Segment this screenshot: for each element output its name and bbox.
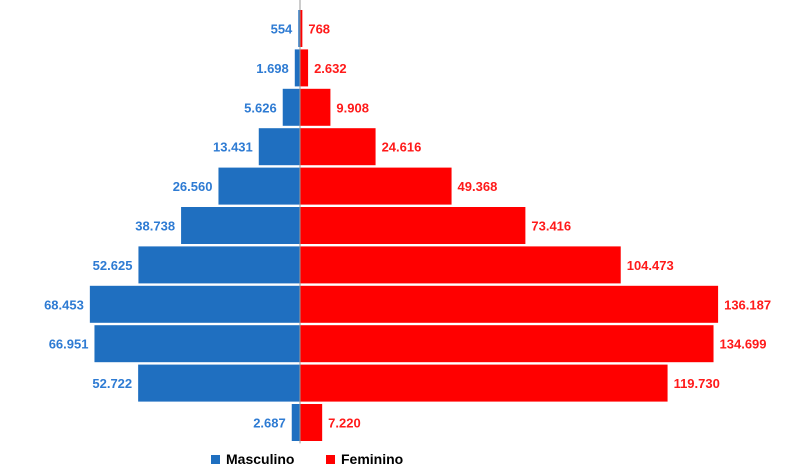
feminino-labels: 768 2.632 9.908 24.616 49.368 73.416 104.473 13… — [308, 22, 771, 431]
data-label-masculino: 26.560 — [173, 179, 213, 194]
data-label-masculino: 1.698 — [256, 61, 289, 76]
bar-feminino — [300, 246, 621, 284]
data-label-feminino: 136.187 — [724, 297, 771, 312]
data-label-feminino: 119.730 — [674, 376, 720, 391]
bar-feminino — [300, 10, 303, 47]
legend-swatch-feminino — [326, 454, 335, 464]
bar-feminino — [300, 207, 526, 244]
data-label-masculino: 68.453 — [44, 297, 84, 312]
bar-masculino — [138, 364, 300, 402]
feminino-bars — [300, 10, 719, 441]
data-label-feminino: 73.416 — [531, 219, 571, 234]
legend-label-feminino: Feminino — [341, 451, 404, 467]
bar-masculino — [181, 207, 300, 244]
data-label-feminino: 768 — [308, 22, 330, 37]
data-label-masculino: 2.687 — [253, 416, 286, 431]
legend-label-masculino: Masculino — [226, 451, 295, 467]
bar-masculino — [89, 285, 300, 323]
data-label-feminino: 24.616 — [382, 140, 422, 155]
data-label-masculino: 66.951 — [49, 337, 89, 352]
data-label-feminino: 49.368 — [458, 179, 498, 194]
masculino-bars — [89, 10, 301, 441]
bar-feminino — [300, 167, 452, 205]
population-pyramid-chart: 554 1.698 5.626 13.431 26.560 38.738 52.625 68.… — [44, 0, 771, 444]
data-label-feminino: 134.699 — [720, 337, 767, 352]
bar-masculino — [138, 246, 300, 284]
bar-masculino — [291, 404, 300, 441]
data-label-masculino: 5.626 — [244, 100, 277, 115]
bar-feminino — [300, 88, 331, 126]
data-label-feminino: 2.632 — [314, 61, 347, 76]
bar-feminino — [300, 404, 323, 441]
bar-feminino — [300, 49, 309, 87]
bar-feminino — [300, 285, 719, 323]
data-label-masculino: 38.738 — [135, 219, 175, 234]
bar-feminino — [300, 128, 376, 166]
chart-legend: Masculino Feminino — [0, 451, 806, 469]
data-label-masculino: 554 — [271, 22, 293, 37]
data-label-masculino: 52.625 — [93, 258, 133, 273]
bar-feminino — [300, 325, 714, 363]
bar-masculino — [282, 88, 300, 126]
data-label-feminino: 9.908 — [336, 100, 369, 115]
bar-masculino — [298, 10, 300, 47]
bar-feminino — [300, 364, 668, 402]
data-label-masculino: 52.722 — [92, 376, 132, 391]
masculino-labels: 554 1.698 5.626 13.431 26.560 38.738 52.625 68.… — [44, 22, 293, 431]
data-label-feminino: 7.220 — [328, 416, 361, 431]
data-label-feminino: 104.473 — [627, 258, 674, 273]
bar-masculino — [258, 128, 300, 166]
bar-masculino — [218, 167, 300, 205]
bar-masculino — [294, 49, 300, 87]
legend-item-masculino: Masculino — [211, 451, 294, 467]
legend-item-feminino: Feminino — [326, 451, 403, 467]
data-label-masculino: 13.431 — [213, 140, 253, 155]
bar-masculino — [94, 325, 301, 363]
legend-swatch-masculino — [211, 454, 220, 464]
